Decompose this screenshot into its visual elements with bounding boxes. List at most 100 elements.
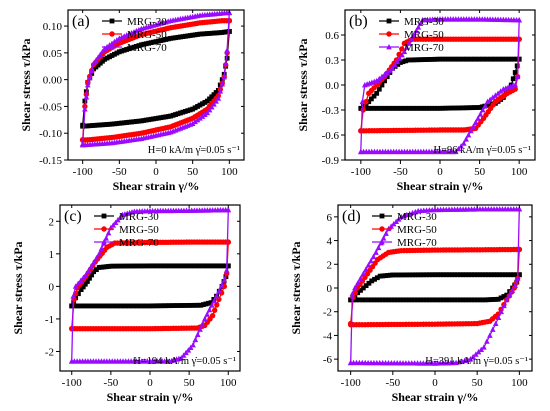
data-point [383, 230, 389, 236]
data-point [193, 302, 198, 308]
data-point [495, 314, 502, 321]
data-point [359, 98, 366, 105]
legend-marker [101, 213, 107, 219]
data-point [427, 57, 432, 62]
data-point [225, 239, 231, 245]
data-point [489, 94, 496, 100]
data-point [103, 235, 109, 241]
data-point [365, 262, 372, 268]
data-point [448, 56, 453, 62]
data-point [498, 56, 504, 62]
y-tick-label: -4 [323, 330, 333, 342]
data-point [512, 70, 518, 75]
data-point [114, 121, 120, 126]
data-point [175, 111, 181, 117]
data-point [408, 105, 414, 111]
data-point [371, 93, 377, 99]
data-point [185, 108, 191, 114]
data-point [190, 32, 196, 38]
legend-marker [386, 18, 392, 24]
data-point [131, 303, 137, 309]
data-point [210, 263, 216, 269]
data-point [395, 62, 401, 67]
data-point [354, 297, 359, 303]
data-point [180, 34, 186, 40]
data-point [514, 275, 521, 281]
legend-label-mrg-50: MRG-50 [127, 29, 167, 41]
data-point [379, 73, 385, 80]
data-point [139, 263, 145, 269]
data-point [418, 272, 424, 278]
data-point [138, 42, 144, 48]
condition-annotation: H=391 kA/m γ̇=0.05 s⁻¹ [425, 356, 528, 367]
data-point [207, 263, 213, 269]
data-point [432, 297, 438, 303]
data-point [223, 267, 230, 273]
data-point [445, 105, 451, 111]
legend-marker [379, 239, 385, 245]
data-point [383, 297, 388, 303]
data-point [500, 56, 506, 62]
data-point [207, 30, 213, 36]
data-point [185, 33, 191, 39]
data-point [90, 123, 95, 128]
data-point [471, 272, 477, 278]
legend-label-mrg-70: MRG-70 [404, 42, 444, 54]
data-point [85, 303, 91, 309]
data-point [498, 295, 504, 301]
data-point [129, 263, 135, 269]
data-point [380, 273, 386, 279]
y-axis-title: Shear stress τ/kPa [289, 241, 303, 334]
panel-label: (a) [72, 13, 90, 30]
data-point [468, 127, 474, 134]
data-point [492, 320, 499, 326]
data-point [165, 36, 171, 42]
data-point [474, 272, 480, 278]
data-point [98, 245, 105, 252]
data-point [150, 303, 156, 309]
data-point [385, 273, 391, 278]
data-point [490, 297, 496, 302]
data-point [516, 246, 523, 253]
data-point [99, 303, 104, 309]
y-tick-label: 2 [49, 216, 55, 228]
data-point [117, 303, 123, 309]
data-point [199, 321, 206, 327]
data-point [466, 297, 472, 303]
data-point [107, 121, 112, 127]
data-point [441, 297, 446, 303]
data-point [470, 353, 476, 360]
data-point [368, 257, 374, 264]
data-point [142, 303, 148, 309]
data-point [190, 341, 196, 348]
y-tick-label: 0.0 [325, 80, 339, 92]
data-point [434, 56, 440, 62]
legend-label-mrg-50: MRG-50 [397, 224, 437, 236]
x-tick-label: 0 [153, 166, 159, 178]
data-point [386, 297, 391, 303]
data-point [93, 303, 99, 309]
data-point [72, 303, 77, 309]
data-point [112, 303, 118, 309]
data-point [225, 263, 231, 269]
data-point [160, 303, 166, 309]
data-point [90, 60, 97, 66]
data-point [458, 56, 464, 62]
data-point [487, 96, 493, 102]
x-tick-label: -100 [351, 166, 372, 178]
data-point [82, 98, 88, 104]
data-point [479, 56, 485, 62]
data-point [109, 53, 115, 58]
data-point [376, 105, 382, 111]
data-point [508, 272, 514, 278]
data-point [494, 272, 500, 278]
data-point [86, 74, 93, 81]
data-point [101, 303, 107, 309]
data-point [137, 263, 142, 269]
data-point [400, 59, 406, 65]
panel-label: (d) [342, 208, 361, 225]
data-point [512, 282, 518, 289]
data-point [373, 77, 380, 84]
legend-label-mrg-30: MRG-30 [119, 211, 159, 223]
data-point [197, 326, 203, 332]
